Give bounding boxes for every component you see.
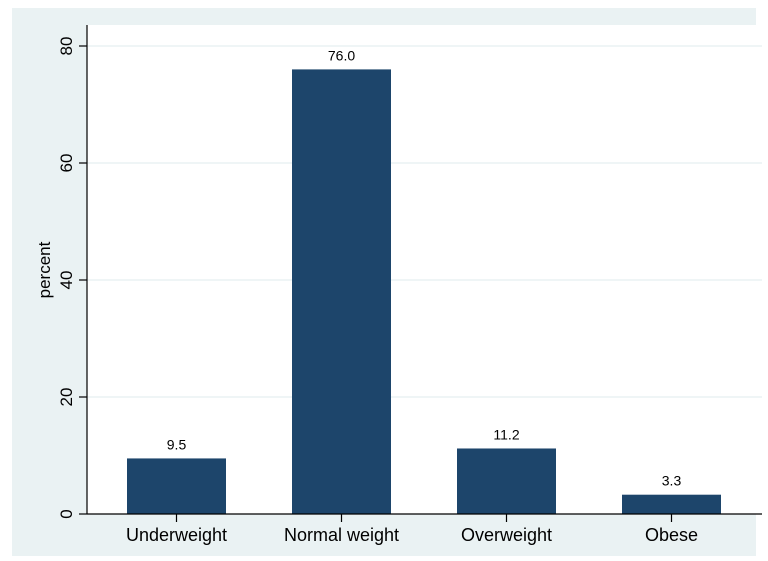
y-tick-label: 20 <box>57 388 76 407</box>
bar-normal-weight <box>292 69 391 515</box>
category-label: Normal weight <box>284 525 399 545</box>
value-label: 3.3 <box>662 473 682 489</box>
category-label: Underweight <box>126 525 227 545</box>
value-label: 11.2 <box>493 426 519 442</box>
value-label: 76.0 <box>328 47 355 63</box>
y-tick-label: 80 <box>57 37 76 56</box>
y-tick-label: 40 <box>57 271 76 290</box>
category-label: Obese <box>645 525 698 545</box>
bar-underweight <box>127 458 226 514</box>
y-tick-label: 60 <box>57 154 76 173</box>
value-label: 9.5 <box>167 436 187 452</box>
y-tick-label: 0 <box>57 509 76 518</box>
bar-obese <box>622 494 721 514</box>
bar-overweight <box>457 448 556 514</box>
plot-area <box>87 25 762 514</box>
category-label: Overweight <box>461 525 552 545</box>
y-axis-title: percent <box>35 241 54 298</box>
